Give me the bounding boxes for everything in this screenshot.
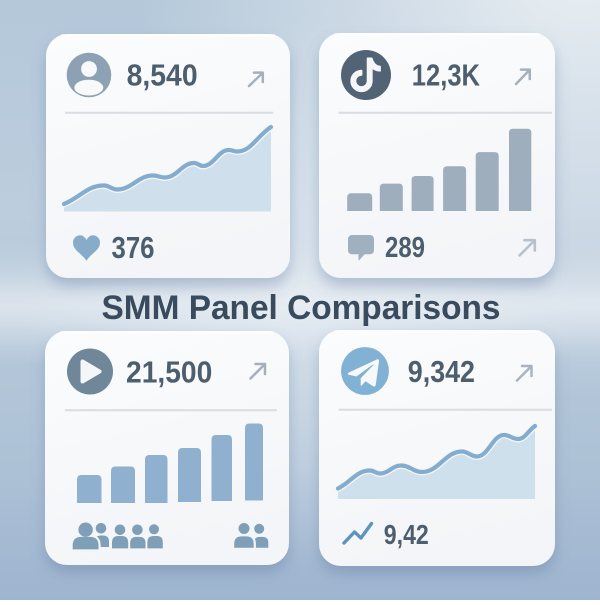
svg-text:376: 376 xyxy=(112,230,155,265)
svg-text:SMM Panel Comparisons: SMM Panel Comparisons xyxy=(102,289,501,327)
svg-text:9,42: 9,42 xyxy=(384,519,429,550)
svg-text:12,3K: 12,3K xyxy=(412,58,481,93)
svg-text:9,342: 9,342 xyxy=(408,354,475,389)
svg-text:289: 289 xyxy=(385,232,425,264)
svg-text:21,500: 21,500 xyxy=(126,355,212,390)
svg-text:8,540: 8,540 xyxy=(127,58,198,93)
